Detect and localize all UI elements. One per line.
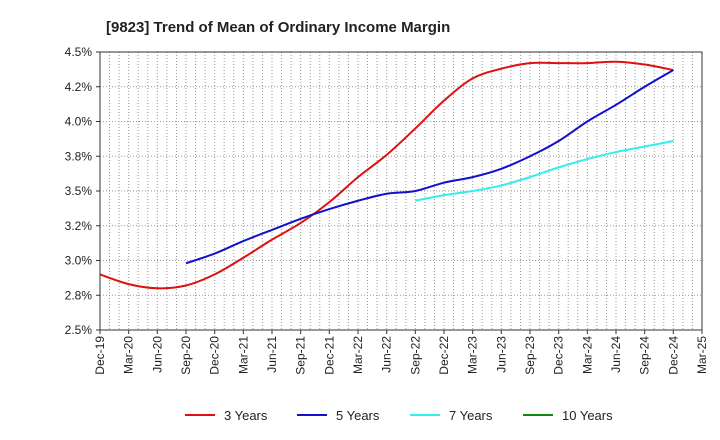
- x-tick-label: Sep-22: [408, 336, 422, 375]
- x-tick-label: Dec-21: [322, 336, 336, 375]
- x-tick-label: Mar-25: [695, 336, 709, 374]
- y-tick-label: 4.0%: [65, 115, 93, 129]
- series-line-3-years: [99, 60, 674, 290]
- x-tick-label: Mar-24: [580, 336, 594, 374]
- x-tick-label: Dec-19: [93, 336, 107, 375]
- x-tick-label: Mar-20: [122, 336, 136, 374]
- legend-label-10-years: 10 Years: [562, 408, 613, 423]
- y-tick-label: 2.5%: [65, 323, 93, 337]
- x-tick-label: Jun-21: [265, 336, 279, 373]
- y-tick-label: 3.0%: [65, 254, 93, 268]
- x-tick-label: Jun-20: [150, 336, 164, 373]
- axes: 2.5% 2.8% 3.0% 3.2% 3.5% 3.8% 4.0% 4.2% 4.5% Dec-…: [65, 45, 709, 375]
- y-tick-label: 3.5%: [65, 184, 93, 198]
- x-tick-label: Mar-23: [466, 336, 480, 374]
- series-lines: [99, 60, 674, 290]
- series-line-7-years: [415, 139, 674, 202]
- x-tick-label: Dec-24: [666, 336, 680, 375]
- legend-label-3-years: 3 Years: [224, 408, 268, 423]
- x-tick-label: Sep-21: [294, 336, 308, 375]
- legend-label-5-years: 5 Years: [336, 408, 380, 423]
- x-tick-label: Dec-20: [208, 336, 222, 375]
- x-tick-label: Jun-24: [609, 336, 623, 373]
- x-tick-label: Dec-22: [437, 336, 451, 375]
- x-tick-label: Dec-23: [552, 336, 566, 375]
- x-tick-label: Jun-23: [494, 336, 508, 373]
- legend-label-7-years: 7 Years: [449, 408, 493, 423]
- series-line-5-years: [185, 69, 674, 265]
- x-tick-label: Sep-24: [638, 336, 652, 375]
- y-tick-label: 4.2%: [65, 80, 93, 94]
- y-tick-label: 3.2%: [65, 219, 93, 233]
- x-tick-label: Sep-23: [523, 336, 537, 375]
- x-tick-label: Mar-22: [351, 336, 365, 374]
- y-tick-label: 3.8%: [65, 149, 93, 163]
- y-tick-label: 4.5%: [65, 45, 93, 59]
- x-tick-label: Sep-20: [179, 336, 193, 375]
- x-tick-label: Jun-22: [380, 336, 394, 373]
- chart-title: [9823] Trend of Mean of Ordinary Income …: [106, 19, 450, 36]
- y-tick-label: 2.8%: [65, 288, 93, 302]
- grid-lines: [100, 52, 702, 330]
- x-tick-label: Mar-21: [236, 336, 250, 374]
- legend: 3 Years 5 Years 7 Years 10 Years: [185, 408, 613, 423]
- plot-frame: [99, 51, 703, 331]
